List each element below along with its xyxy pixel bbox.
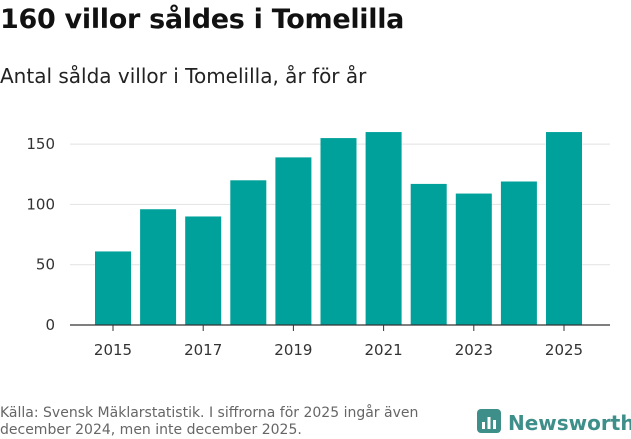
bar-2023 <box>455 193 492 325</box>
bar-chart: 0 50 100 150 2015 2017 2019 2021 2023 2025 <box>26 132 610 359</box>
y-tick-label-150: 150 <box>26 135 55 153</box>
bar-2021 <box>365 132 402 325</box>
bar-2016 <box>140 209 177 325</box>
x-tick-label-2015: 2015 <box>94 341 132 359</box>
bar-2017 <box>185 216 222 325</box>
chart-subtitle: Antal sålda villor i Tomelilla, år för å… <box>0 64 367 88</box>
x-tick-label-2021: 2021 <box>365 341 403 359</box>
newsworthy-logo[interactable]: Newsworthy <box>476 408 631 438</box>
x-tick-label-2025: 2025 <box>545 341 583 359</box>
bar-2015 <box>95 251 131 325</box>
x-tick-label-2017: 2017 <box>184 341 222 359</box>
newsworthy-chart-icon <box>476 408 502 438</box>
bar-2024 <box>500 181 537 325</box>
bars <box>95 132 582 325</box>
bar-2018 <box>230 180 267 325</box>
bar-2020 <box>320 138 357 325</box>
chart-title: 160 villor såldes i Tomelilla <box>0 4 405 35</box>
newsworthy-wordmark: Newsworthy <box>508 411 631 435</box>
y-tick-label-100: 100 <box>26 195 55 213</box>
y-tick-label-50: 50 <box>36 256 55 274</box>
source-note: Källa: Svensk Mäklarstatistik. I siffror… <box>0 405 419 438</box>
bar-2019 <box>275 157 312 325</box>
bar-2022 <box>410 183 447 325</box>
bar-2025 <box>546 132 582 325</box>
x-tick-label-2023: 2023 <box>455 341 493 359</box>
y-tick-label-0: 0 <box>45 316 55 334</box>
axes: 0 50 100 150 2015 2017 2019 2021 2023 2025 <box>26 135 610 359</box>
x-tick-label-2019: 2019 <box>274 341 312 359</box>
